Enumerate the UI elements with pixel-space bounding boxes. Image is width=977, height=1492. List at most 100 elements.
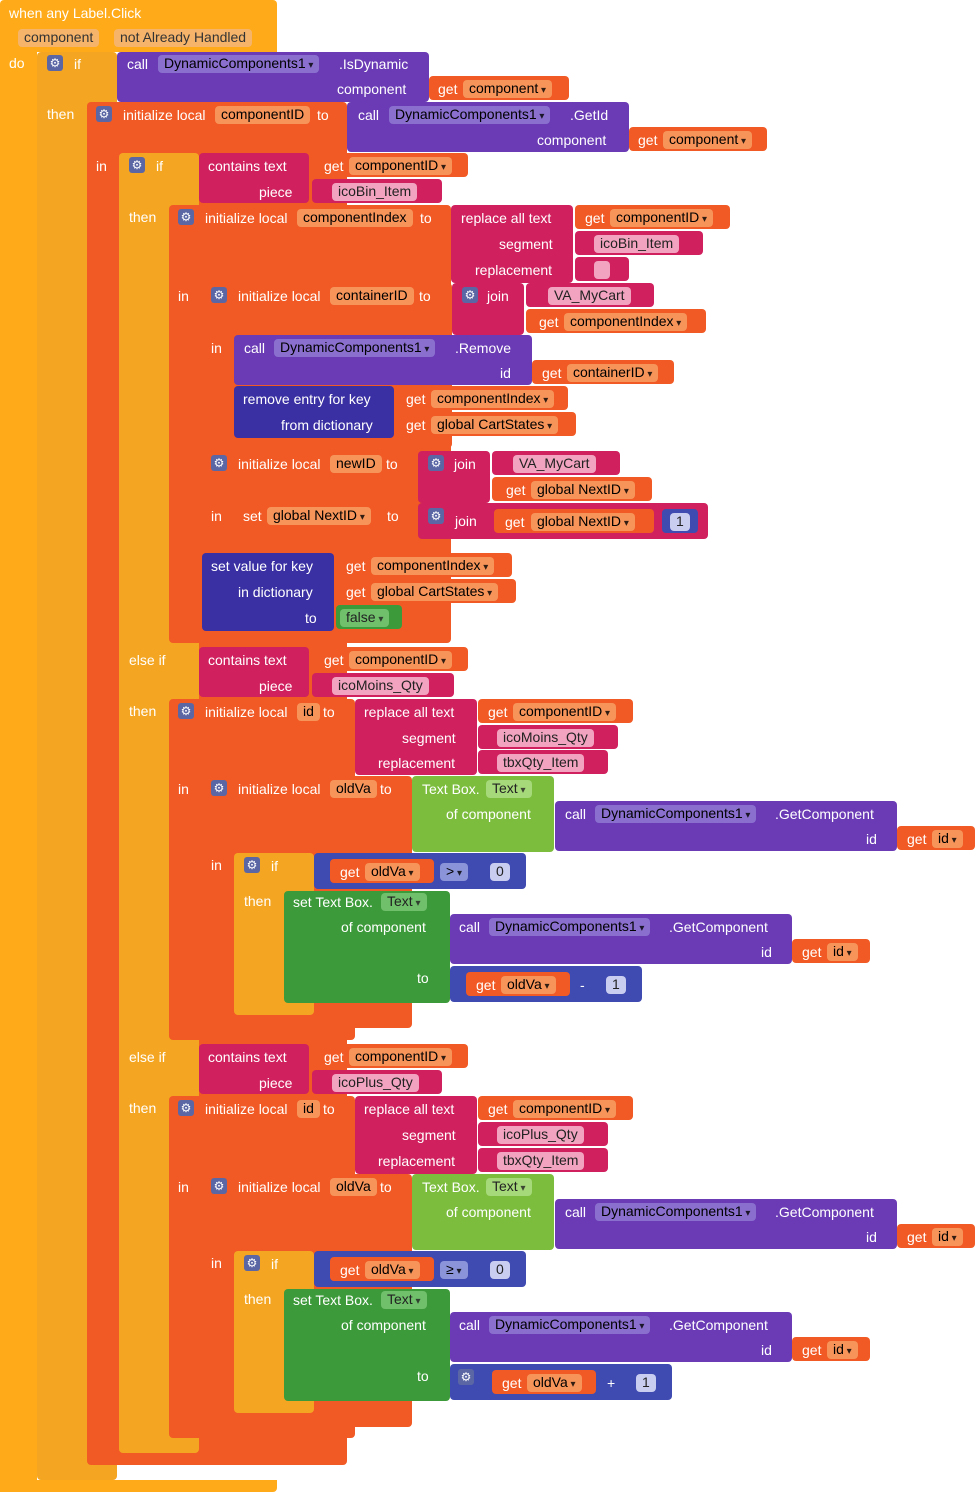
var-dropdown[interactable]: oldVa xyxy=(365,863,420,881)
var-dropdown[interactable]: componentID xyxy=(513,703,617,721)
var-dropdown[interactable]: componentID xyxy=(349,1048,453,1066)
local-name-field[interactable]: oldVa xyxy=(330,780,377,798)
to-label: to xyxy=(386,456,398,472)
var-dropdown[interactable]: global CartStates xyxy=(371,583,499,601)
init-local-label: initialize local xyxy=(238,456,321,472)
component-dropdown[interactable]: DynamicComponents1 xyxy=(489,918,651,936)
component-dropdown[interactable]: DynamicComponents1 xyxy=(595,1203,757,1221)
mutator-gear-icon[interactable]: ⚙ xyxy=(211,780,227,796)
text-literal[interactable]: icoMoins_Qty xyxy=(332,677,429,695)
component-dropdown[interactable]: DynamicComponents1 xyxy=(158,55,320,73)
component-dropdown[interactable]: DynamicComponents1 xyxy=(489,1316,651,1334)
mutator-gear-icon[interactable]: ⚙ xyxy=(178,703,194,719)
remove-entry-block[interactable] xyxy=(234,386,394,438)
mutator-gear-icon[interactable]: ⚙ xyxy=(244,857,260,873)
contains-text-block[interactable] xyxy=(199,647,309,697)
var-dropdown[interactable]: global CartStates xyxy=(431,416,559,434)
var-dropdown[interactable]: global NextID xyxy=(267,507,371,525)
mutator-gear-icon[interactable]: ⚙ xyxy=(178,209,194,225)
mutator-gear-icon[interactable]: ⚙ xyxy=(458,1369,474,1385)
property-dropdown[interactable]: Text xyxy=(381,893,427,911)
mutator-gear-icon[interactable]: ⚙ xyxy=(96,106,112,122)
var-dropdown[interactable]: id xyxy=(827,943,858,961)
var-dropdown[interactable]: oldVa xyxy=(501,976,556,994)
mutator-gear-icon[interactable]: ⚙ xyxy=(428,508,444,524)
var-dropdown[interactable]: global NextID xyxy=(531,513,635,531)
component-dropdown[interactable]: DynamicComponents1 xyxy=(389,106,551,124)
var-dropdown[interactable]: id xyxy=(932,830,963,848)
set-value-block[interactable] xyxy=(202,553,334,631)
local-name-field[interactable]: componentID xyxy=(215,106,311,124)
var-dropdown[interactable]: componentIndex xyxy=(371,557,495,575)
mutator-gear-icon[interactable]: ⚙ xyxy=(129,157,145,173)
number-literal[interactable]: 1 xyxy=(670,513,690,531)
number-literal[interactable]: 1 xyxy=(636,1374,656,1392)
var-dropdown[interactable]: id xyxy=(827,1341,858,1359)
text-literal[interactable]: icoPlus_Qty xyxy=(497,1126,584,1144)
mutator-gear-icon[interactable]: ⚙ xyxy=(178,1100,194,1116)
replace-all-text-block[interactable] xyxy=(355,1096,477,1174)
contains-text-block[interactable] xyxy=(199,153,309,203)
property-dropdown[interactable]: Text xyxy=(381,1291,427,1309)
text-literal[interactable]: tbxQty_Item xyxy=(497,754,585,772)
property-dropdown[interactable]: Text xyxy=(486,780,532,798)
var-dropdown[interactable]: oldVa xyxy=(365,1261,420,1279)
param-component[interactable]: component xyxy=(18,29,100,47)
get-label: get xyxy=(340,1262,360,1278)
number-literal[interactable]: 0 xyxy=(490,1261,510,1279)
mutator-gear-icon[interactable]: ⚙ xyxy=(462,287,478,303)
mutator-gear-icon[interactable]: ⚙ xyxy=(211,455,227,471)
text-literal[interactable]: icoBin_Item xyxy=(332,183,418,201)
local-name-field[interactable]: id xyxy=(297,703,320,721)
mutator-gear-icon[interactable]: ⚙ xyxy=(47,55,63,71)
component-dropdown[interactable]: DynamicComponents1 xyxy=(595,805,757,823)
var-dropdown[interactable]: componentID xyxy=(349,651,453,669)
text-literal[interactable]: icoBin_Item xyxy=(594,235,680,253)
var-dropdown[interactable]: componentIndex xyxy=(431,390,555,408)
text-literal[interactable]: VA_MyCart xyxy=(548,287,631,305)
text-literal[interactable]: icoPlus_Qty xyxy=(332,1074,419,1092)
in-dictionary-label: in dictionary xyxy=(238,584,313,600)
local-name-field[interactable]: componentIndex xyxy=(297,209,413,227)
var-dropdown[interactable]: componentID xyxy=(610,209,714,227)
of-component-label: of component xyxy=(341,1317,426,1333)
param-not-already-handled[interactable]: not Already Handled xyxy=(114,29,253,47)
of-component-label: of component xyxy=(341,919,426,935)
operator-dropdown[interactable]: ≥ xyxy=(440,1261,468,1279)
mutator-gear-icon[interactable]: ⚙ xyxy=(211,1178,227,1194)
local-name-field[interactable]: id xyxy=(297,1100,320,1118)
property-dropdown[interactable]: Text xyxy=(486,1178,532,1196)
text-literal[interactable]: tbxQty_Item xyxy=(497,1152,585,1170)
replace-all-text-block[interactable] xyxy=(451,205,573,283)
var-dropdown[interactable]: id xyxy=(932,1228,963,1246)
empty-text-literal[interactable] xyxy=(594,261,610,279)
component-dropdown[interactable]: DynamicComponents1 xyxy=(274,339,436,357)
replace-all-text-block[interactable] xyxy=(355,699,477,775)
operator-dropdown[interactable]: > xyxy=(440,863,468,881)
contains-text-block[interactable] xyxy=(199,1044,309,1094)
text-literal[interactable]: VA_MyCart xyxy=(513,455,596,473)
number-literal[interactable]: 1 xyxy=(606,976,626,994)
id-arg-label: id xyxy=(866,1229,877,1245)
var-dropdown[interactable]: componentID xyxy=(513,1100,617,1118)
text-literal[interactable]: icoMoins_Qty xyxy=(497,729,594,747)
local-name-field[interactable]: containerID xyxy=(330,287,414,305)
mutator-gear-icon[interactable]: ⚙ xyxy=(428,455,444,471)
if-label: if xyxy=(271,1256,278,1272)
var-dropdown[interactable]: componentIndex xyxy=(564,313,688,331)
var-dropdown[interactable]: global NextID xyxy=(531,481,635,499)
get-label: get xyxy=(907,1229,927,1245)
local-name-field[interactable]: oldVa xyxy=(330,1178,377,1196)
var-dropdown[interactable]: containerID xyxy=(567,364,659,382)
in-label: in xyxy=(211,857,222,873)
mutator-gear-icon[interactable]: ⚙ xyxy=(244,1255,260,1271)
var-dropdown[interactable]: component xyxy=(463,80,553,98)
boolean-dropdown[interactable]: false xyxy=(340,609,390,627)
in-label: in xyxy=(178,288,189,304)
var-dropdown[interactable]: component xyxy=(663,131,753,149)
local-name-field[interactable]: newID xyxy=(330,455,382,473)
var-dropdown[interactable]: componentID xyxy=(349,157,453,175)
number-literal[interactable]: 0 xyxy=(490,863,510,881)
mutator-gear-icon[interactable]: ⚙ xyxy=(211,287,227,303)
var-dropdown[interactable]: oldVa xyxy=(527,1374,582,1392)
